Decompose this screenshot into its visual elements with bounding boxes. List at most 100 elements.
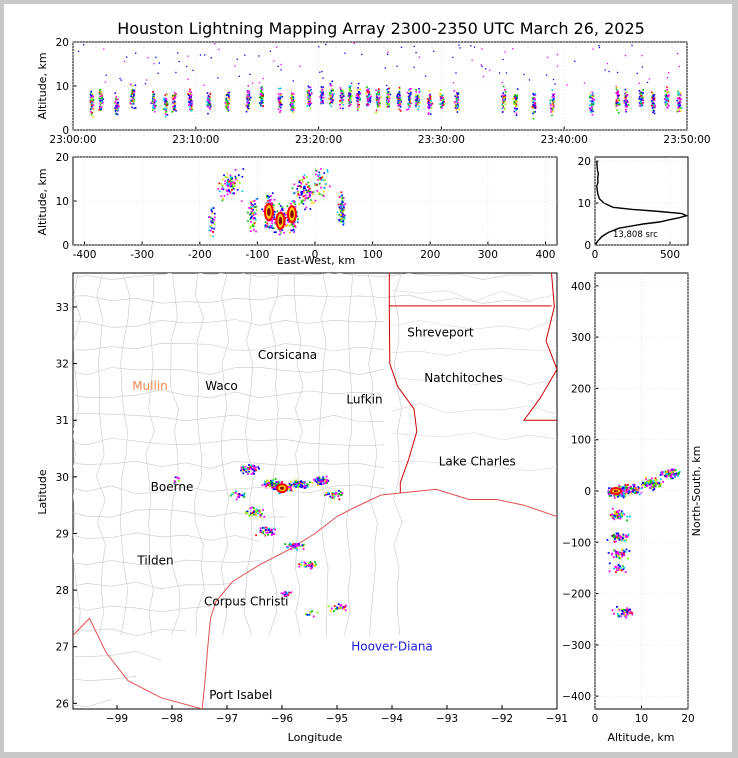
altitude-histogram-ytick-label: 0: [584, 240, 591, 252]
altitude-ns-point: [625, 489, 628, 492]
plan-view-ytick-label: 32: [56, 359, 69, 371]
ew-altitude-point: [303, 199, 306, 202]
time-height-point: [455, 94, 458, 97]
time-height-point: [228, 102, 230, 105]
plan-view-point: [273, 533, 276, 535]
altitude-ns-point: [619, 515, 622, 518]
time-height-point: [189, 104, 192, 107]
time-height-point: [117, 98, 119, 101]
ew-altitude-point: [251, 211, 254, 213]
altitude-ns-point: [622, 490, 625, 492]
altitude-ns-point: [652, 484, 655, 487]
time-height-point: [398, 94, 401, 97]
ew-altitude-point: [323, 179, 325, 181]
altitude-ns-point: [616, 495, 619, 498]
ew-altitude-point: [319, 176, 322, 179]
time-height-point: [429, 97, 432, 100]
plan-view-point: [343, 607, 345, 610]
time-height-point: [330, 98, 332, 101]
ew-altitude-point: [303, 194, 306, 197]
time-height-point: [454, 101, 457, 104]
time-height-point: [330, 90, 332, 93]
time-height-point: [615, 102, 618, 104]
time-height-point: [339, 96, 342, 98]
plan-view-point: [253, 511, 255, 513]
time-height-point: [246, 106, 249, 109]
ew-altitude-point: [273, 227, 276, 229]
time-height-point: [349, 95, 352, 98]
time-height-point: [246, 98, 249, 101]
altitude-ns-point: [616, 613, 619, 615]
time-height-point: [172, 105, 175, 108]
altitude-ns-point: [628, 515, 631, 518]
time-height-point: [100, 93, 102, 96]
time-height-point: [441, 102, 443, 104]
time-height-point: [163, 99, 166, 101]
time-height-point: [152, 108, 154, 111]
time-height-point: [174, 105, 176, 108]
ew-altitude-point: [326, 169, 329, 171]
time-height-point: [534, 92, 537, 95]
plan-view-point: [260, 513, 263, 515]
time-height-point: [228, 95, 230, 98]
ew-altitude-point: [305, 190, 308, 192]
ew-altitude-point: [338, 196, 341, 198]
altitude-ns-point: [620, 539, 623, 542]
time-height-point: [226, 93, 229, 96]
time-height-point: [400, 99, 402, 101]
time-height-point: [679, 107, 682, 110]
time-height-point: [227, 106, 229, 108]
time-height-point: [342, 91, 345, 93]
time-height-point: [165, 103, 168, 106]
altitude-ns-point: [656, 481, 659, 484]
time-height-point: [455, 109, 458, 111]
time-height-point: [387, 93, 389, 96]
time-height-point: [514, 99, 517, 102]
plan-view-point: [245, 471, 248, 473]
ew-altitude-point: [303, 197, 306, 200]
plan-view-point: [250, 473, 253, 475]
time-height-point: [616, 71, 619, 74]
ew-altitude-point: [264, 224, 267, 227]
time-height-point: [115, 113, 117, 116]
time-height-point: [666, 90, 669, 93]
time-height-point: [388, 105, 390, 108]
altitude-ns-point: [626, 515, 629, 518]
time-height-point: [676, 99, 678, 102]
parish-boundary: [391, 348, 557, 356]
ew-altitude-point: [292, 192, 295, 195]
time-height-point: [397, 104, 400, 106]
plan-view-point: [301, 482, 303, 485]
altitude-ns-point: [641, 484, 644, 486]
time-height-point: [152, 101, 154, 104]
time-height-point: [424, 75, 427, 77]
time-height-point: [515, 98, 517, 101]
time-height-point: [592, 97, 594, 100]
time-height-point: [641, 98, 643, 100]
plan-view-point: [232, 491, 235, 494]
altitude-ns-point: [629, 608, 631, 611]
altitude-ns-point: [622, 486, 625, 489]
city-label: Hoover-Diana: [351, 640, 433, 654]
plan-view-point: [254, 514, 257, 516]
county-boundary: [73, 699, 112, 708]
time-height-point: [413, 66, 415, 68]
time-height-point: [248, 97, 250, 100]
altitude-ns-point: [675, 473, 677, 476]
time-height-point: [189, 93, 191, 95]
time-height-point: [103, 48, 105, 50]
plan-view-point: [333, 495, 336, 498]
time-height-point: [281, 95, 284, 98]
time-height-point: [501, 111, 504, 113]
ew-altitude-point: [324, 179, 326, 182]
time-height-point: [641, 93, 644, 96]
time-height-point: [653, 112, 656, 115]
plan-view-point: [243, 493, 245, 496]
time-height-point: [498, 72, 501, 74]
ew-altitude-point: [342, 204, 344, 207]
altitude-ns-point: [672, 471, 674, 473]
plan-view-point: [266, 479, 269, 482]
ew-altitude-point: [224, 182, 226, 185]
time-height-point: [119, 77, 121, 80]
time-height-point: [172, 110, 175, 113]
